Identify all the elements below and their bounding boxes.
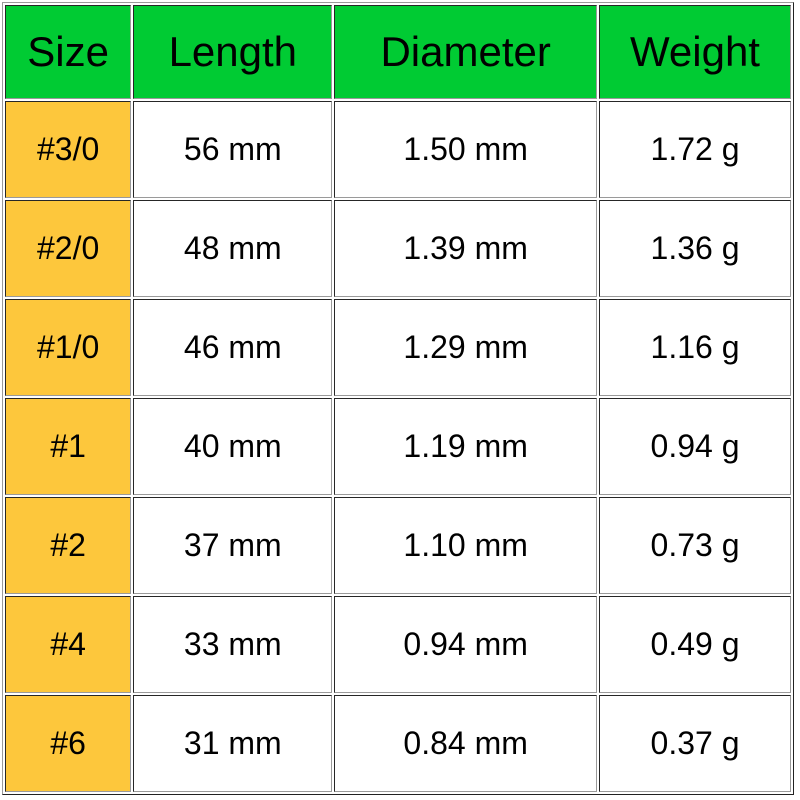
diameter-cell: 1.39 mm xyxy=(334,200,597,297)
size-cell: #2 xyxy=(5,497,132,594)
diameter-cell: 1.19 mm xyxy=(334,398,597,495)
weight-cell: 1.16 g xyxy=(599,299,791,396)
weight-cell: 0.37 g xyxy=(599,695,791,792)
weight-cell: 0.49 g xyxy=(599,596,791,693)
size-cell: #1/0 xyxy=(5,299,132,396)
header-row: Size Length Diameter Weight xyxy=(5,5,791,99)
table-row: #6 31 mm 0.84 mm 0.37 g xyxy=(5,695,791,792)
table-row: #2/0 48 mm 1.39 mm 1.36 g xyxy=(5,200,791,297)
diameter-cell: 0.84 mm xyxy=(334,695,597,792)
header-cell-length: Length xyxy=(133,5,333,99)
length-cell: 37 mm xyxy=(133,497,333,594)
header-cell-diameter: Diameter xyxy=(334,5,597,99)
header-cell-size: Size xyxy=(5,5,132,99)
size-cell: #3/0 xyxy=(5,101,132,198)
size-cell: #1 xyxy=(5,398,132,495)
table-row: #2 37 mm 1.10 mm 0.73 g xyxy=(5,497,791,594)
length-cell: 31 mm xyxy=(133,695,333,792)
diameter-cell: 1.50 mm xyxy=(334,101,597,198)
weight-cell: 0.94 g xyxy=(599,398,791,495)
table-row: #1/0 46 mm 1.29 mm 1.16 g xyxy=(5,299,791,396)
table-row: #4 33 mm 0.94 mm 0.49 g xyxy=(5,596,791,693)
table-row: #1 40 mm 1.19 mm 0.94 g xyxy=(5,398,791,495)
header-cell-weight: Weight xyxy=(599,5,791,99)
length-cell: 56 mm xyxy=(133,101,333,198)
weight-cell: 0.73 g xyxy=(599,497,791,594)
diameter-cell: 1.29 mm xyxy=(334,299,597,396)
diameter-cell: 0.94 mm xyxy=(334,596,597,693)
table-row: #3/0 56 mm 1.50 mm 1.72 g xyxy=(5,101,791,198)
weight-cell: 1.36 g xyxy=(599,200,791,297)
size-cell: #2/0 xyxy=(5,200,132,297)
length-cell: 33 mm xyxy=(133,596,333,693)
length-cell: 48 mm xyxy=(133,200,333,297)
size-cell: #4 xyxy=(5,596,132,693)
diameter-cell: 1.10 mm xyxy=(334,497,597,594)
length-cell: 40 mm xyxy=(133,398,333,495)
length-cell: 46 mm xyxy=(133,299,333,396)
size-cell: #6 xyxy=(5,695,132,792)
weight-cell: 1.72 g xyxy=(599,101,791,198)
